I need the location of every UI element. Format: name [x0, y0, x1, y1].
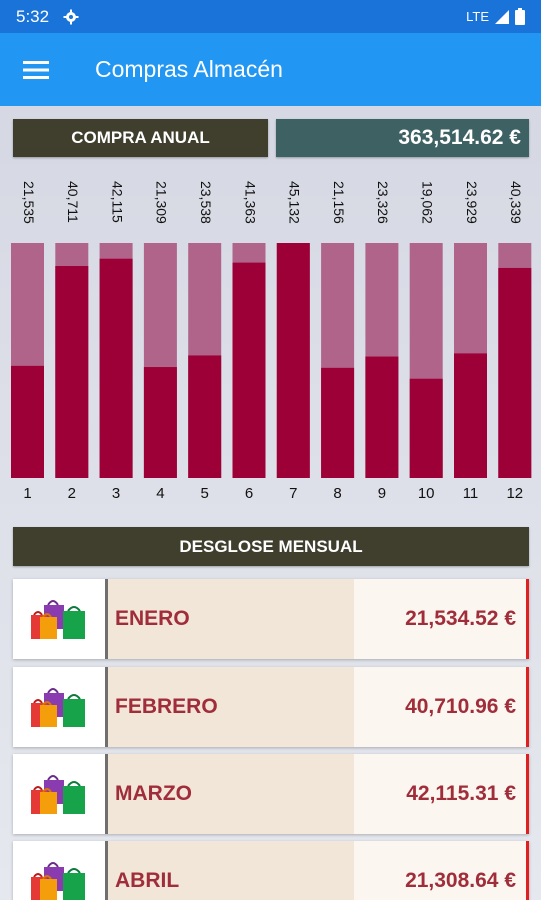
month-amount: 40,710.96 €	[354, 667, 526, 747]
monthly-breakdown-header: DESGLOSE MENSUAL	[13, 527, 529, 566]
month-icon-cell	[13, 841, 108, 900]
month-amount: 21,308.64 €	[354, 841, 526, 900]
month-icon-cell	[13, 579, 108, 659]
month-number-label: 2	[68, 485, 76, 502]
bar-3[interactable]	[99, 258, 133, 478]
bar-11[interactable]	[454, 353, 487, 478]
app-title: Compras Almacén	[95, 56, 283, 82]
month-number-label: 3	[112, 485, 120, 502]
month-name: MARZO	[108, 754, 354, 834]
month-name: FEBRERO	[108, 667, 354, 747]
month-amount: 21,534.52 €	[354, 579, 526, 659]
battery-icon	[515, 8, 525, 25]
month-icon-cell	[13, 667, 108, 747]
month-name: ABRIL	[108, 841, 354, 900]
month-number-label: 1	[23, 485, 31, 502]
bar-value-label: 42,115	[109, 181, 125, 223]
shopping-bags-icon	[31, 688, 85, 727]
bar-value-label: 40,339	[508, 181, 524, 224]
month-row-febrero[interactable]: FEBRERO 40,710.96 €	[13, 667, 529, 747]
status-time: 5:32	[16, 6, 50, 26]
bar-value-label: 45,132	[287, 181, 303, 224]
bar-2[interactable]	[55, 266, 89, 478]
month-number-label: 5	[201, 485, 209, 502]
bar-value-label: 21,309	[154, 181, 170, 224]
month-number-label: 11	[463, 485, 479, 502]
bar-value-label: 40,711	[65, 181, 81, 223]
month-number-label: 6	[245, 485, 253, 502]
gear-icon	[63, 9, 79, 24]
bar-10[interactable]	[409, 378, 443, 478]
annual-purchase-total: 363,514.62 €	[276, 119, 529, 157]
bar-value-label: 23,538	[198, 181, 214, 224]
bar-6[interactable]	[232, 262, 266, 478]
network-type: LTE	[466, 9, 489, 24]
bar-value-label: 41,363	[242, 181, 258, 224]
menu-button[interactable]	[0, 33, 72, 106]
bar-9[interactable]	[365, 356, 399, 478]
month-name: ENERO	[108, 579, 354, 659]
bar-value-label: 21,535	[21, 181, 37, 224]
annual-purchase-label: COMPRA ANUAL	[13, 119, 268, 157]
month-row-abril[interactable]: ABRIL 21,308.64 €	[13, 841, 529, 900]
bar-1[interactable]	[11, 365, 44, 478]
bar-value-label: 23,929	[464, 181, 480, 224]
month-number-label: 10	[418, 485, 435, 502]
bar-8[interactable]	[321, 367, 355, 478]
bar-value-label: 19,062	[419, 181, 435, 224]
monthly-bar-chart: 21,535 1 40,711 2 42,115 3 21,309 4 23,538 5 41,36…	[11, 181, 532, 502]
bar-value-label: 23,326	[375, 181, 391, 224]
shopping-bags-icon	[31, 775, 85, 814]
month-number-label: 4	[156, 485, 164, 502]
app-bar: Compras Almacén	[0, 33, 541, 106]
bar-7[interactable]	[276, 243, 310, 478]
month-icon-cell	[13, 754, 108, 834]
bar-12[interactable]	[498, 267, 532, 478]
month-amount: 42,115.31 €	[354, 754, 526, 834]
bar-4[interactable]	[143, 367, 177, 478]
hamburger-menu-icon	[23, 60, 49, 79]
month-number-label: 9	[378, 485, 386, 502]
month-number-label: 12	[506, 485, 523, 502]
bar-5[interactable]	[188, 355, 222, 478]
month-row-marzo[interactable]: MARZO 42,115.31 €	[13, 754, 529, 834]
signal-icon	[495, 9, 509, 24]
shopping-bags-icon	[31, 862, 85, 900]
shopping-bags-icon	[31, 600, 85, 639]
bar-value-label: 21,156	[331, 181, 347, 224]
month-row-enero[interactable]: ENERO 21,534.52 €	[13, 579, 529, 659]
month-number-label: 7	[289, 485, 297, 502]
month-number-label: 8	[333, 485, 341, 502]
status-bar: 5:32 LTE	[0, 0, 541, 33]
